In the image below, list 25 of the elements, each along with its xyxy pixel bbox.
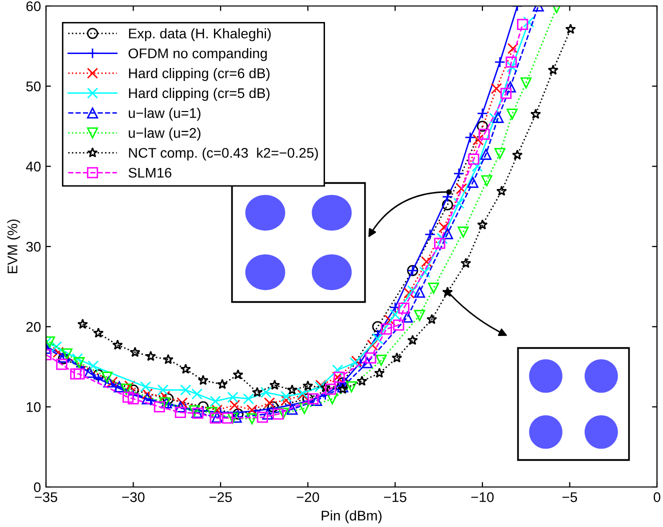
- x-tick-label: 0: [654, 492, 660, 502]
- legend-label: NCT comp. (c=0.43 k2=−0.25): [129, 148, 318, 161]
- y-tick-label: 40: [26, 162, 41, 172]
- x-tick-label: −10: [471, 492, 494, 502]
- legend-label: u−law (u=1): [128, 108, 200, 121]
- y-tick-label: 20: [26, 322, 41, 332]
- legend-label: OFDM no companding: [128, 48, 267, 62]
- x-tick-label: −35: [34, 492, 58, 502]
- x-tick-label: −20: [296, 492, 320, 502]
- legend-label: Hard clipping (cr=6 dB): [129, 68, 270, 81]
- y-tick-label: 30: [26, 242, 41, 252]
- x-tick-label: −25: [209, 492, 232, 502]
- legend-label: u−law (u=2): [128, 128, 200, 141]
- legend-label: Hard clipping (cr=5 dB): [129, 88, 270, 101]
- x-axis-title: Pin (dBm): [322, 510, 382, 524]
- y-axis-title: EVM (%): [7, 220, 20, 274]
- x-tick-label: −5: [562, 492, 578, 502]
- legend-label: SLM16: [128, 168, 172, 178]
- y-tick-label: 10: [26, 402, 41, 412]
- y-tick-label: 50: [26, 82, 41, 92]
- legend-label: Exp. data (H. Khaleghi): [129, 28, 271, 42]
- y-tick-label: 0: [34, 482, 41, 492]
- y-tick-label: 60: [26, 1, 41, 12]
- x-tick-label: −15: [384, 492, 406, 502]
- x-tick-label: −30: [122, 492, 145, 502]
